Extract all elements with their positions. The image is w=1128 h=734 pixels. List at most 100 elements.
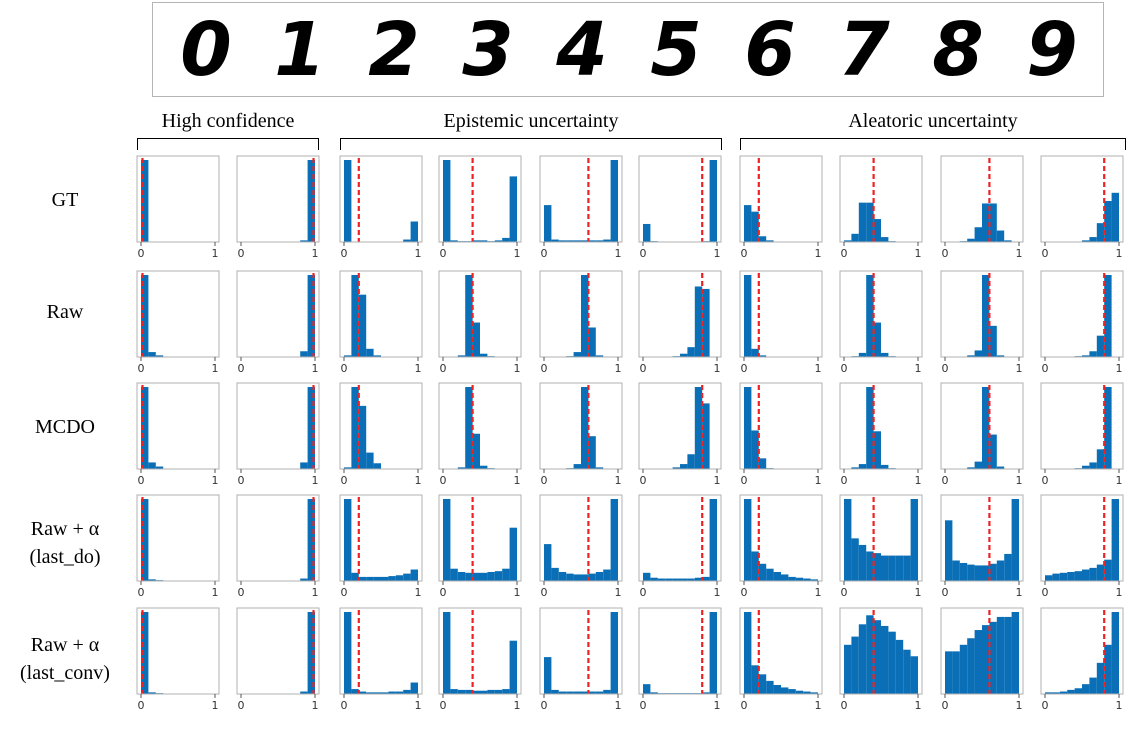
histogram-bar-raw-2-bin-2 (358, 294, 367, 357)
histogram-bar-last-do-7-bin-6 (888, 555, 896, 581)
x-tick-label-last-conv-7-1: 1 (915, 699, 922, 712)
subplot-frame-gt-7 (839, 155, 923, 243)
x-tick-label-raw-6-0: 0 (741, 362, 748, 375)
histogram-bar-last-conv-3-bin-7 (494, 689, 503, 694)
subplot-frame-last-do-3 (438, 494, 522, 582)
x-tick-label-mcdo-9-0: 0 (1042, 474, 1049, 487)
histogram-bar-last-conv-8-bin-0 (945, 651, 953, 694)
histogram-bar-last-conv-5-bin-8 (702, 692, 710, 694)
histogram-bar-gt-7-bin-3 (866, 202, 874, 242)
subplot-frame-gt-0 (136, 155, 220, 243)
histogram-bar-gt-3-bin-0 (443, 160, 451, 242)
histogram-bar-last-conv-6-bin-2 (758, 674, 767, 694)
x-tick-label-raw-9-1: 1 (1116, 362, 1123, 375)
row-sublabel-last-do: (last_do) (29, 546, 101, 568)
histogram-bar-last-do-8-bin-1 (952, 560, 960, 581)
histogram-bar-mcdo-4-bin-5 (581, 387, 589, 469)
x-tick-label-last-do-5-1: 1 (714, 586, 721, 599)
histogram-bar-last-conv-3-bin-8 (502, 689, 510, 694)
histogram-bar-last-do-5-bin-6 (687, 578, 695, 581)
x-tick-label-raw-6-1: 1 (815, 362, 822, 375)
histogram-bar-last-do-4-bin-7 (595, 571, 604, 581)
histogram-bar-last-do-6-bin-1 (751, 551, 759, 581)
histogram-bar-last-conv-2-bin-9 (410, 682, 418, 694)
histogram-bar-gt-4-bin-9 (610, 160, 618, 242)
histogram-bar-raw-9-bin-8 (1104, 275, 1112, 357)
histogram-bar-mcdo-4-bin-4 (573, 464, 581, 469)
group-bracket-epistemic (340, 138, 722, 150)
histogram-bar-last-conv-3-bin-5 (480, 690, 488, 694)
histogram-bar-raw-9-bin-6 (1089, 351, 1097, 357)
histogram-bar-last-do-1-bin-9 (307, 499, 315, 581)
subplot-frame-mcdo-7 (839, 382, 923, 470)
histogram-bar-gt-4-bin-6 (588, 240, 596, 242)
digit-4: 4 (556, 7, 608, 93)
subplot-frame-raw-3 (438, 270, 522, 358)
histogram-bar-raw-7-bin-2 (858, 352, 867, 357)
histogram-bar-mcdo-6-bin-0 (744, 387, 752, 469)
x-tick-label-last-do-9-0: 0 (1042, 586, 1049, 599)
x-tick-label-last-conv-0-0: 0 (138, 699, 145, 712)
x-tick-label-gt-5-0: 0 (640, 247, 647, 260)
subplot-frame-last-do-5 (638, 494, 722, 582)
histogram-bar-last-do-7-bin-3 (866, 551, 874, 581)
subplot-frame-last-conv-4 (539, 607, 623, 695)
histogram-bar-last-conv-6-bin-4 (773, 684, 781, 694)
histogram-bar-last-conv-6-bin-6 (788, 689, 796, 694)
subplot-frame-last-do-7 (839, 494, 923, 582)
histogram-bar-raw-1-bin-8 (300, 351, 308, 357)
histogram-bar-mcdo-5-bin-5 (680, 464, 688, 469)
histogram-bar-last-do-4-bin-3 (566, 573, 574, 581)
histogram-bar-gt-4-bin-1 (551, 239, 559, 242)
histogram-bar-last-conv-6-bin-8 (803, 691, 811, 694)
histogram-bar-gt-3-bin-1 (450, 240, 458, 242)
histogram-bar-gt-3-bin-4 (472, 240, 480, 242)
x-tick-label-last-conv-1-0: 0 (238, 699, 245, 712)
histogram-bar-last-do-7-bin-9 (910, 499, 918, 581)
subplot-frame-raw-7 (839, 270, 923, 358)
histogram-bar-mcdo-0-bin-2 (155, 466, 164, 469)
x-tick-label-mcdo-1-1: 1 (312, 474, 319, 487)
row-label-mcdo: MCDO (34, 416, 95, 438)
digit-3: 3 (462, 7, 514, 93)
histogram-bar-last-do-6-bin-3 (766, 568, 774, 581)
x-tick-label-raw-1-1: 1 (312, 362, 319, 375)
histogram-bar-gt-8-bin-5 (982, 203, 990, 242)
x-tick-label-last-conv-7-0: 0 (841, 699, 848, 712)
histogram-bar-gt-5-bin-0 (643, 223, 651, 242)
subplot-frame-mcdo-0 (136, 382, 220, 470)
x-tick-label-mcdo-2-1: 1 (415, 474, 422, 487)
histogram-bar-last-conv-2-bin-5 (381, 692, 389, 694)
histogram-bar-last-do-3-bin-8 (502, 568, 510, 581)
histogram-bar-last-conv-9-bin-2 (1059, 691, 1068, 694)
histogram-bar-last-conv-7-bin-3 (866, 615, 874, 694)
histogram-bar-last-do-8-bin-9 (1011, 499, 1019, 581)
x-tick-label-last-conv-8-0: 0 (942, 699, 949, 712)
subplot-frame-last-conv-1 (236, 607, 320, 695)
digit-2: 2 (368, 7, 420, 93)
x-tick-label-mcdo-5-0: 0 (640, 474, 647, 487)
histogram-bar-last-conv-6-bin-5 (781, 687, 789, 694)
histogram-bar-last-do-2-bin-2 (358, 576, 367, 581)
x-tick-label-raw-8-1: 1 (1016, 362, 1023, 375)
histogram-bar-last-conv-9-bin-8 (1104, 644, 1112, 694)
subplot-frame-last-do-4 (539, 494, 623, 582)
histogram-bar-last-conv-8-bin-3 (967, 638, 975, 694)
histogram-bar-mcdo-2-bin-0 (344, 467, 352, 469)
histogram-bar-last-conv-9-bin-3 (1067, 689, 1075, 694)
histogram-bar-raw-6-bin-0 (744, 275, 752, 357)
x-tick-label-last-do-8-1: 1 (1016, 586, 1023, 599)
x-tick-label-raw-0-0: 0 (138, 362, 145, 375)
x-tick-label-last-do-4-1: 1 (615, 586, 622, 599)
histogram-bar-last-conv-6-bin-0 (744, 612, 752, 694)
histogram-bar-raw-3-bin-2 (457, 355, 466, 357)
histogram-bar-mcdo-5-bin-7 (694, 387, 703, 469)
x-tick-label-last-conv-3-1: 1 (514, 699, 521, 712)
histogram-bar-raw-0-bin-0 (141, 275, 149, 357)
histogram-bar-raw-4-bin-7 (595, 355, 604, 357)
histogram-bar-mcdo-8-bin-6 (989, 434, 997, 469)
histogram-bar-raw-8-bin-4 (974, 350, 982, 357)
histogram-bar-gt-7-bin-0 (844, 240, 852, 242)
subplot-frame-raw-4 (539, 270, 623, 358)
histogram-bar-mcdo-8-bin-5 (982, 387, 990, 469)
